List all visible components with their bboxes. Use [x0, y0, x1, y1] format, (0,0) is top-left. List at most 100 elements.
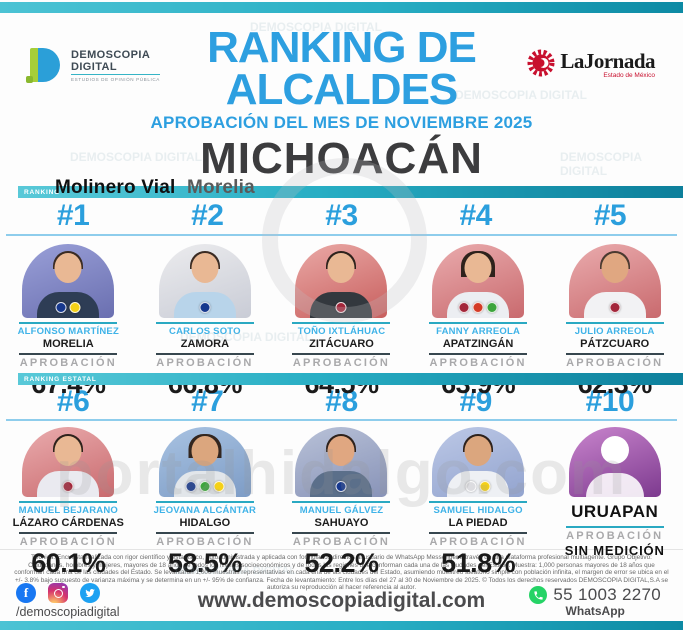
cards-row-1: ALFONSO MARTÍNEZ MORELIA APROBACIÓN 67.4… [0, 236, 683, 399]
rank-number: #10 [585, 385, 635, 418]
page-title-line1: RANKING DE [207, 23, 477, 72]
candidate-name: JULIO ARREOLA [574, 326, 655, 337]
rank-number: #4 [459, 199, 493, 232]
facebook-icon[interactable]: f [16, 583, 36, 603]
candidate-name: MANUEL GÁLVEZ [299, 505, 384, 516]
section-bar-estatal: RANKING ESTATAL [18, 373, 683, 385]
party-badge-morena [335, 302, 347, 313]
party-badges [458, 302, 498, 313]
approval-label: APROBACIÓN [429, 536, 527, 548]
approval-value: 58.5% [167, 548, 243, 578]
party-badges [199, 302, 211, 313]
divider [292, 322, 391, 324]
party-badge-pan [185, 481, 197, 492]
party-badge-prd [69, 302, 81, 313]
approval-label: APROBACIÓN [156, 536, 254, 548]
approval-label: APROBACIÓN [566, 357, 664, 369]
approval-value: 51.8% [441, 548, 516, 578]
brand-tagline: ESTUDIOS DE OPINIÓN PÚBLICA [71, 74, 160, 82]
overlay-caption: Molinero Vial Morelia [55, 177, 255, 199]
party-badge-pvem [199, 481, 211, 492]
approval-label: APROBACIÓN [429, 357, 527, 369]
party-badge-morena [609, 302, 621, 313]
candidate-city: PÁTZCUARO [580, 338, 650, 350]
rank-number: #3 [325, 199, 358, 232]
candidate-city: MORELIA [42, 338, 94, 350]
candidate-photo [295, 427, 388, 497]
rank-number: #1 [56, 199, 90, 232]
website-url[interactable]: www.demoscopiadigital.com [197, 589, 486, 612]
candidate-name: SAMUEL HIDALGO [433, 505, 523, 516]
lajornada-logo: LaJornada Estado de México [527, 49, 655, 79]
divider [429, 353, 528, 355]
divider [565, 322, 664, 324]
candidate-city: SAHUAYO [314, 517, 369, 529]
party-badges [55, 302, 81, 313]
party-badges [185, 481, 225, 492]
rank-number: #2 [191, 199, 224, 232]
divider [155, 501, 254, 503]
rank-number: #7 [191, 385, 224, 418]
demoscopia-logo-icon [26, 45, 64, 85]
divider [292, 501, 391, 503]
approval-value: 52.2% [304, 548, 379, 578]
candidate-city: LA PIEDAD [448, 517, 508, 529]
candidate-name: CARLOS SOTO [169, 326, 241, 337]
party-badge-prd [213, 481, 225, 492]
candidate-photo [22, 427, 115, 497]
divider [155, 532, 254, 534]
candidate-photo [158, 244, 251, 318]
approval-value: 60.1% [31, 548, 106, 578]
lajornada-gear-icon [527, 49, 555, 77]
page-subtitle: APROBACIÓN DEL MES DE NOVIEMBRE 2025 [150, 113, 533, 132]
party-badge-pan [55, 302, 67, 313]
demoscopia-logo: DEMOSCOPIA DIGITAL ESTUDIOS DE OPINIÓN P… [26, 45, 160, 85]
approval-label: APROBACIÓN [292, 536, 391, 548]
cards-row-2: MANUEL BEJARANO LÁZARO CÁRDENAS APROBACI… [0, 421, 683, 578]
whatsapp-block: 55 1003 2270 WhatsApp [529, 585, 661, 618]
divider [429, 322, 528, 324]
candidate-card: TOÑO IXTLÁHUAC ZITÁCUARO APROBACIÓN 64.5… [273, 244, 410, 400]
candidate-city: URUAPAN [571, 502, 659, 521]
party-badges [465, 481, 491, 492]
methodology-fine-print: Técnica: Encuesta realizada con rigor ci… [0, 549, 683, 591]
rank-number: #6 [56, 385, 90, 418]
whatsapp-number[interactable]: 55 1003 2270 [553, 585, 661, 604]
whatsapp-icon[interactable] [529, 586, 548, 604]
social-handle[interactable]: /demoscopiadigital [16, 605, 120, 619]
divider [292, 532, 391, 534]
page-title-line2: ALCALDES [225, 65, 459, 114]
candidate-name: ALFONSO MARTÍNEZ [17, 326, 119, 337]
candidate-city: ZITÁCUARO [309, 338, 374, 350]
party-badges [62, 481, 74, 492]
lajornada-name: LaJornada [560, 49, 655, 73]
divider [429, 532, 528, 534]
rank-number: #5 [593, 199, 627, 232]
divider [429, 501, 528, 503]
brand-name-line1: DEMOSCOPIA [71, 48, 151, 61]
lajornada-subname: Estado de México [603, 72, 655, 79]
approval-label: APROBACIÓN [292, 357, 391, 369]
social-block: f /demoscopiadigital [16, 583, 120, 619]
divider [155, 322, 254, 324]
rank-number: #9 [459, 385, 493, 418]
candidate-card: MANUEL GÁLVEZ SAHUAYO APROBACIÓN 52.2% [273, 427, 410, 579]
state-title: MICHOACÁN [200, 134, 483, 183]
approval-label: APROBACIÓN [566, 530, 664, 542]
party-badge-morena [62, 481, 74, 492]
approval-label: APROBACIÓN [19, 357, 117, 369]
divider [19, 501, 118, 503]
twitter-icon[interactable] [80, 583, 100, 603]
overlay-caption-part1: Molinero Vial [55, 177, 176, 198]
divider [292, 353, 391, 355]
party-badge-prd [479, 481, 491, 492]
rank-number: #8 [325, 385, 358, 418]
candidate-card: JEOVANA ALCÁNTAR HIDALGO APROBACIÓN 58.5… [137, 427, 274, 579]
whatsapp-label: WhatsApp [565, 604, 625, 618]
header: DEMOSCOPIA DIGITAL ESTUDIOS DE OPINIÓN P… [0, 13, 683, 136]
instagram-icon[interactable] [48, 583, 68, 603]
party-badges [335, 481, 347, 492]
divider [19, 322, 118, 324]
candidate-photo [295, 244, 388, 318]
candidate-name: MANUEL BEJARANO [18, 505, 118, 516]
